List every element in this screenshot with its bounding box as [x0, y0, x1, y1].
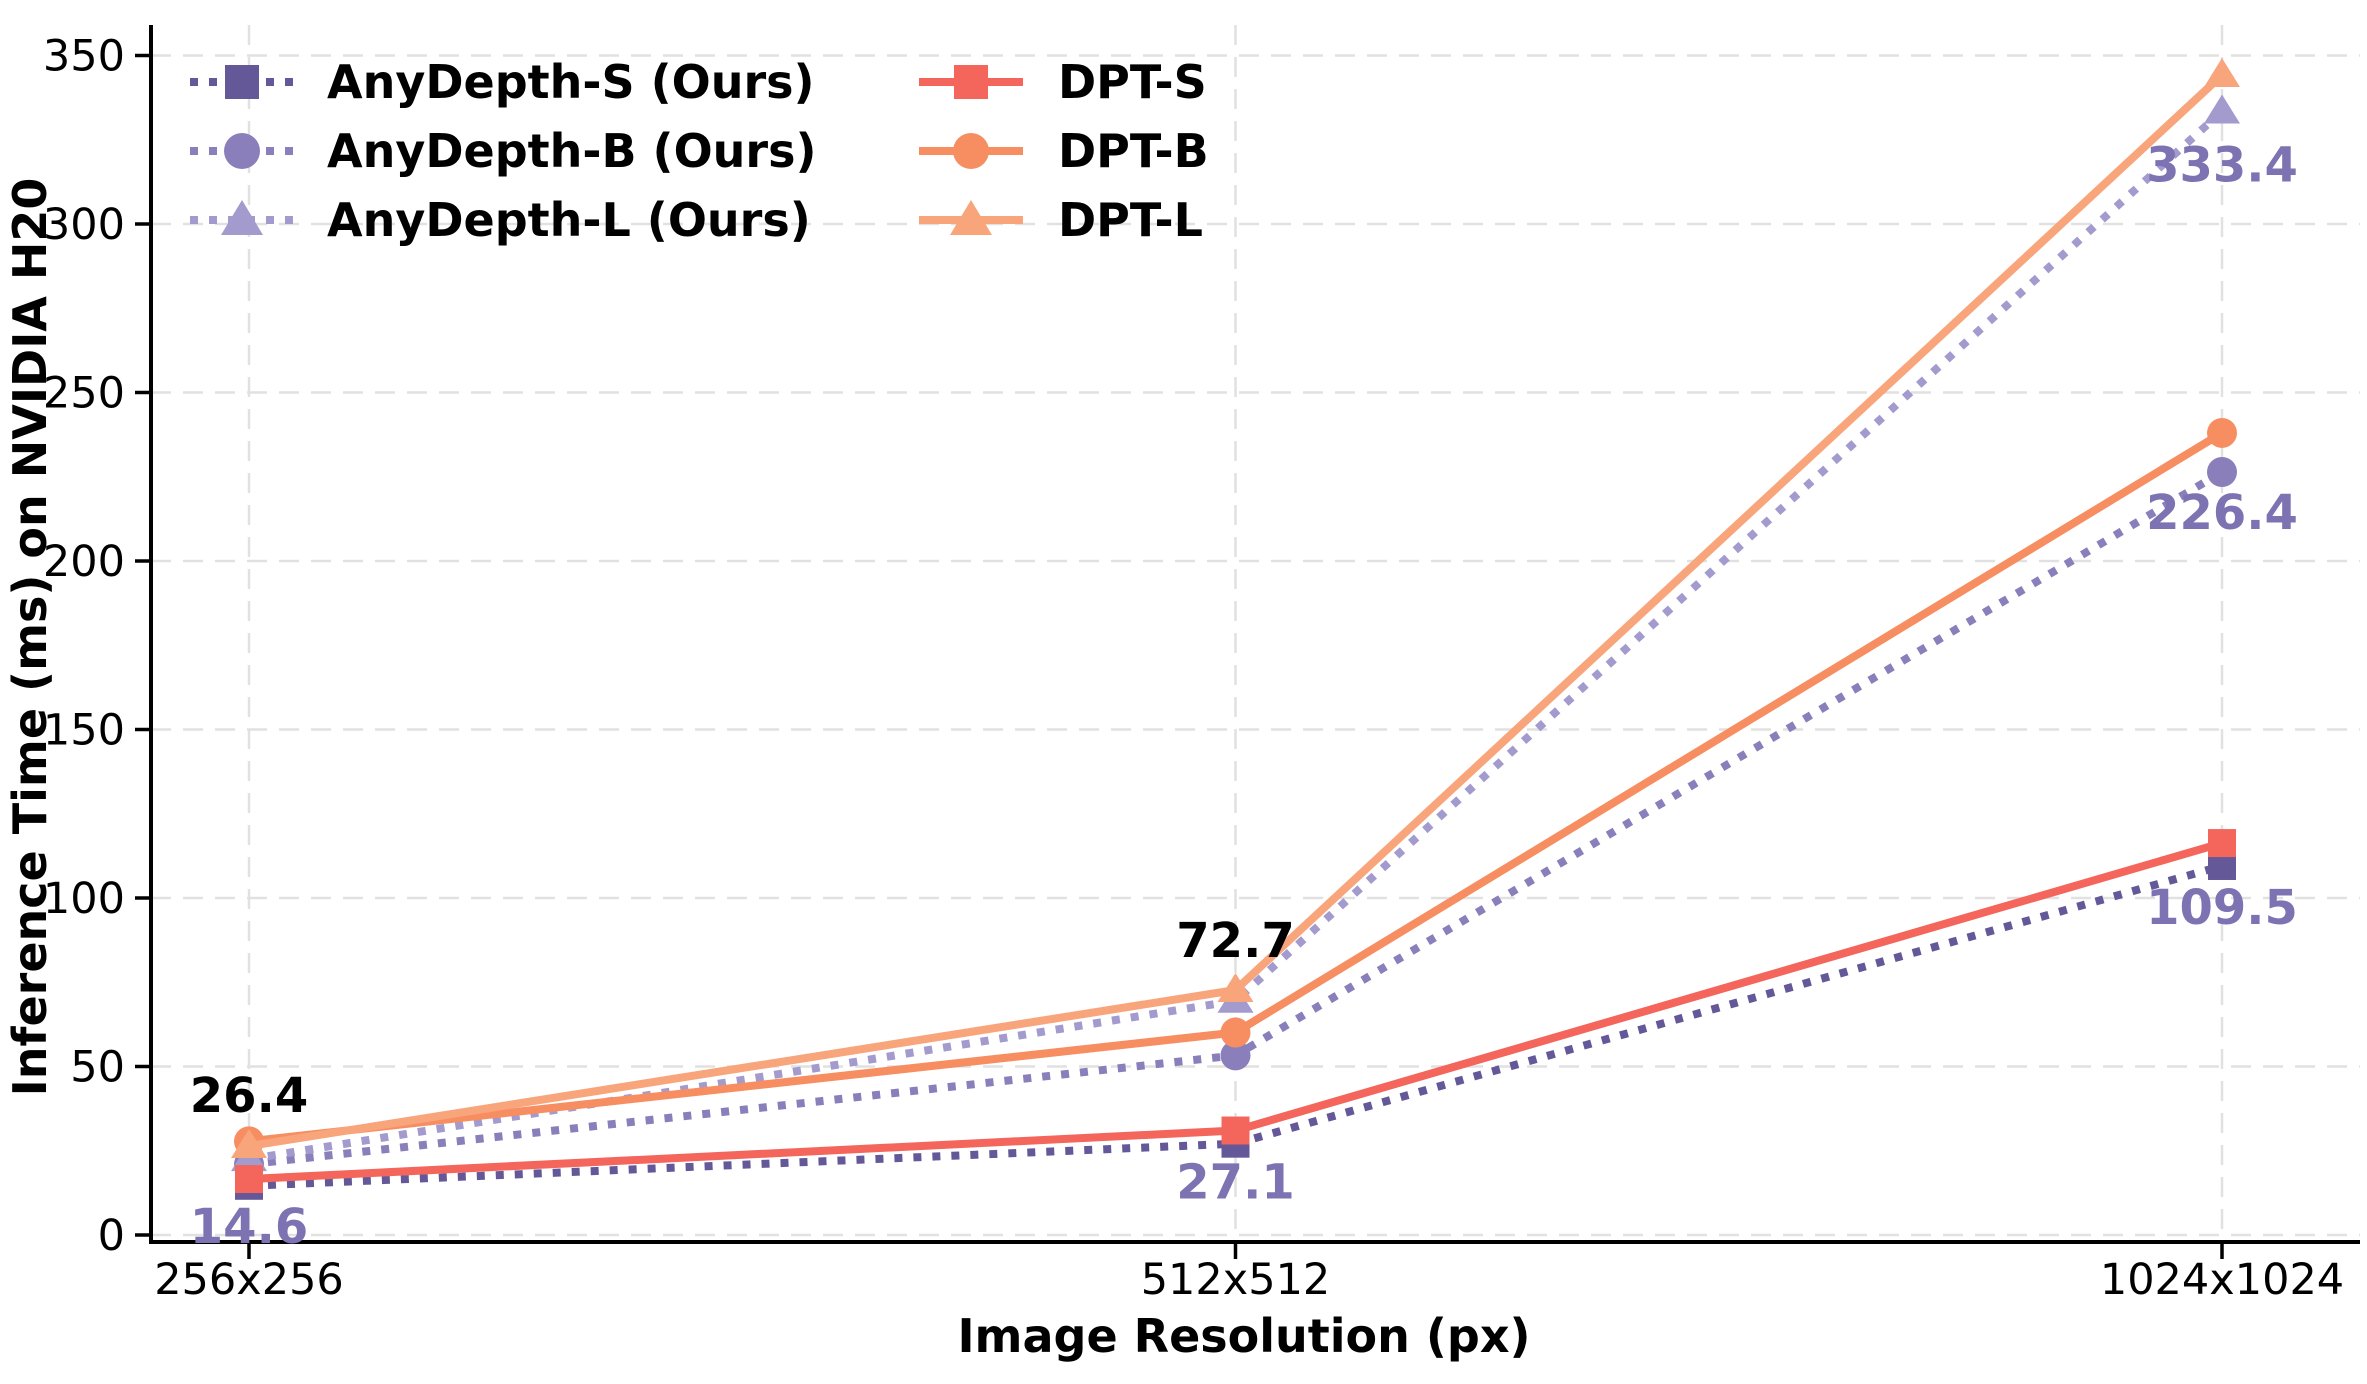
- marker-anydepth-b-ours-2: [2207, 457, 2237, 488]
- legend-item-dpt-l: DPT-L: [919, 193, 1203, 247]
- data-label-anydepth-s-ours-0: 14.6: [190, 1199, 308, 1255]
- series-line-anydepth-s-ours: [248, 862, 2224, 1190]
- y-tick-label: 200: [43, 537, 125, 587]
- legend-item-anydepth-l-ours: AnyDepth-L (Ours): [190, 193, 811, 247]
- marker-dpt-l-0: [231, 1129, 267, 1159]
- annotation-layer: 26.4 72.7 14.6 27.1 109.5 226.4 333.4: [190, 137, 2298, 1254]
- y-tick-label: 0: [98, 1211, 125, 1261]
- legend-marker-anydepth-s-ours: [225, 65, 259, 99]
- marker-dpt-b-1: [1220, 1017, 1251, 1048]
- data-label-dpt-l-1: 72.7: [1176, 913, 1294, 969]
- legend-item-dpt-s: DPT-S: [919, 55, 1207, 109]
- legend-label-dpt-s: DPT-S: [1058, 55, 1207, 109]
- y-axis-title: Inference Time (ms) on NVIDIA H20: [3, 178, 57, 1097]
- marker-anydepth-l-ours-2: [2204, 94, 2240, 124]
- data-label-anydepth-s-ours-2: 109.5: [2146, 880, 2298, 936]
- legend-marker-anydepth-b-ours: [224, 133, 260, 169]
- y-tick-label: 100: [43, 874, 125, 924]
- y-tick-label: 150: [43, 706, 125, 756]
- data-label-anydepth-s-ours-1: 27.1: [1176, 1155, 1294, 1211]
- y-tick-label: 250: [43, 369, 125, 419]
- marker-dpt-s-2: [2208, 829, 2236, 858]
- marker-anydepth-b-ours-1: [1220, 1040, 1251, 1071]
- series-dpt-s: [235, 829, 2236, 1194]
- legend-label-anydepth-l-ours: AnyDepth-L (Ours): [327, 193, 811, 247]
- marker-dpt-s-1: [1221, 1116, 1250, 1145]
- marker-dpt-s-0: [235, 1165, 263, 1194]
- axes-layer: 0 50 100 150 200 250 300 350 256x256 512x512 1024x…: [43, 25, 2360, 1305]
- data-label-dpt-l-0: 26.4: [190, 1068, 308, 1124]
- series-dpt-l: [231, 58, 2240, 1159]
- data-label-anydepth-b-ours-2: 226.4: [2146, 485, 2298, 541]
- series-layer: [231, 58, 2240, 1200]
- legend-item-anydepth-s-ours: AnyDepth-S (Ours): [190, 55, 815, 109]
- data-label-anydepth-l-ours-2: 333.4: [2146, 137, 2298, 193]
- legend-marker-anydepth-l-ours: [221, 200, 263, 235]
- series-anydepth-b-ours: [234, 457, 2237, 1180]
- legend-label-anydepth-b-ours: AnyDepth-B (Ours): [327, 124, 817, 178]
- x-tick-label: 512x512: [1141, 1255, 1331, 1305]
- legend-marker-dpt-l: [950, 200, 992, 235]
- legend: AnyDepth-S (Ours) AnyDepth-B (Ours) AnyDep…: [190, 55, 1209, 247]
- legend-label-anydepth-s-ours: AnyDepth-S (Ours): [327, 55, 815, 109]
- marker-dpt-l-1: [1217, 973, 1254, 1003]
- legend-item-anydepth-b-ours: AnyDepth-B (Ours): [190, 124, 817, 178]
- series-dpt-b: [234, 417, 2237, 1157]
- x-axis-title: Image Resolution (px): [957, 1309, 1530, 1363]
- series-line-anydepth-l-ours: [248, 108, 2225, 1164]
- legend-label-dpt-l: DPT-L: [1058, 193, 1203, 247]
- legend-marker-dpt-s: [954, 65, 988, 99]
- y-tick-label: 350: [43, 32, 125, 82]
- legend-marker-dpt-b: [953, 133, 989, 169]
- grid-layer: [151, 25, 2360, 1242]
- legend-item-dpt-b: DPT-B: [919, 124, 1209, 178]
- x-tick-label: 256x256: [154, 1255, 344, 1305]
- marker-dpt-b-2: [2207, 417, 2237, 448]
- legend-label-dpt-b: DPT-B: [1058, 124, 1209, 178]
- marker-dpt-l-2: [2204, 58, 2240, 88]
- x-tick-label: 1024x1024: [2100, 1255, 2344, 1305]
- y-tick-label: 50: [70, 1043, 125, 1093]
- y-tick-label: 300: [43, 200, 125, 250]
